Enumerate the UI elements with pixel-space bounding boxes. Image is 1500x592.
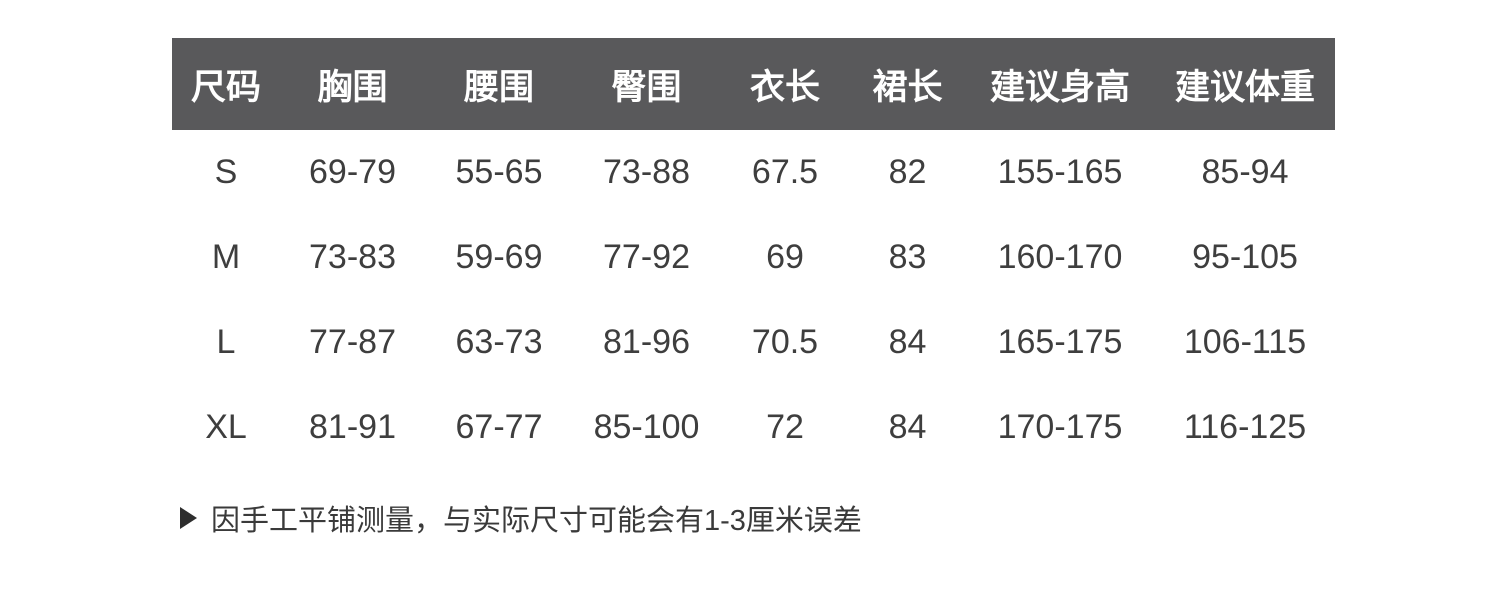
cell-bust: 69-79: [309, 153, 396, 191]
cell-weight: 85-94: [1201, 153, 1289, 191]
cell-weight: 95-105: [1192, 238, 1298, 276]
cell-height: 155-165: [997, 153, 1123, 191]
cell-garment-length: 72: [766, 408, 804, 446]
table-row-m: M 73-83 59-69 77-92 69 83 160-170 95-105: [172, 215, 1335, 300]
cell-size: S: [214, 153, 238, 191]
cell-bust: 73-83: [309, 238, 396, 276]
cell-bust: 81-91: [309, 408, 396, 446]
cell-hip: 77-92: [603, 238, 690, 276]
cell-size: L: [216, 323, 236, 361]
note-text: 因手工平铺测量，与实际尺寸可能会有1-3厘米误差: [211, 505, 862, 537]
cell-weight: 116-125: [1183, 408, 1307, 446]
column-header-skirt-length: 裙长: [872, 67, 943, 107]
column-header-hip: 臀围: [611, 67, 682, 107]
column-header-waist: 腰围: [463, 67, 534, 107]
cell-hip: 85-100: [593, 408, 700, 446]
cell-skirt-length: 84: [888, 408, 927, 446]
column-header-size: 尺码: [190, 67, 261, 107]
cell-size: M: [211, 238, 241, 276]
cell-waist: 63-73: [455, 323, 543, 361]
size-chart-table: 尺码 胸围 腰围 臀围 衣长 裙长 建议身高 建议体重 S 69-79 55-6…: [172, 38, 1335, 470]
cell-height: 170-175: [997, 408, 1123, 446]
cell-size: XL: [205, 408, 247, 446]
cell-waist: 67-77: [455, 408, 543, 446]
cell-garment-length: 67.5: [751, 153, 819, 191]
cell-hip: 81-96: [603, 323, 690, 361]
cell-waist: 55-65: [455, 153, 543, 191]
cell-height: 165-175: [997, 323, 1123, 361]
cell-garment-length: 69: [766, 238, 804, 276]
table-row-s: S 69-79 55-65 73-88 67.5 82 155-165 85-9…: [172, 130, 1335, 215]
column-header-weight: 建议体重: [1174, 67, 1315, 107]
measurement-note: 因手工平铺测量，与实际尺寸可能会有1-3厘米误差: [180, 500, 862, 537]
column-header-garment-length: 衣长: [749, 67, 820, 107]
cell-skirt-length: 83: [888, 238, 927, 276]
play-triangle-icon: [180, 507, 197, 529]
cell-skirt-length: 84: [888, 323, 927, 361]
cell-skirt-length: 82: [888, 153, 927, 191]
table-row-xl: XL 81-91 67-77 85-100 72 84 170-175 116-…: [172, 385, 1335, 470]
table-header-row: 尺码 胸围 腰围 臀围 衣长 裙长 建议身高 建议体重: [172, 38, 1335, 130]
cell-bust: 77-87: [309, 323, 396, 361]
column-header-bust: 胸围: [317, 67, 388, 107]
cell-waist: 59-69: [455, 238, 543, 276]
cell-weight: 106-115: [1183, 323, 1307, 361]
cell-hip: 73-88: [603, 153, 690, 191]
table-row-l: L 77-87 63-73 81-96 70.5 84 165-175 106-…: [172, 300, 1335, 385]
cell-garment-length: 70.5: [751, 323, 819, 361]
cell-height: 160-170: [997, 238, 1123, 276]
column-header-height: 建议身高: [989, 67, 1130, 107]
